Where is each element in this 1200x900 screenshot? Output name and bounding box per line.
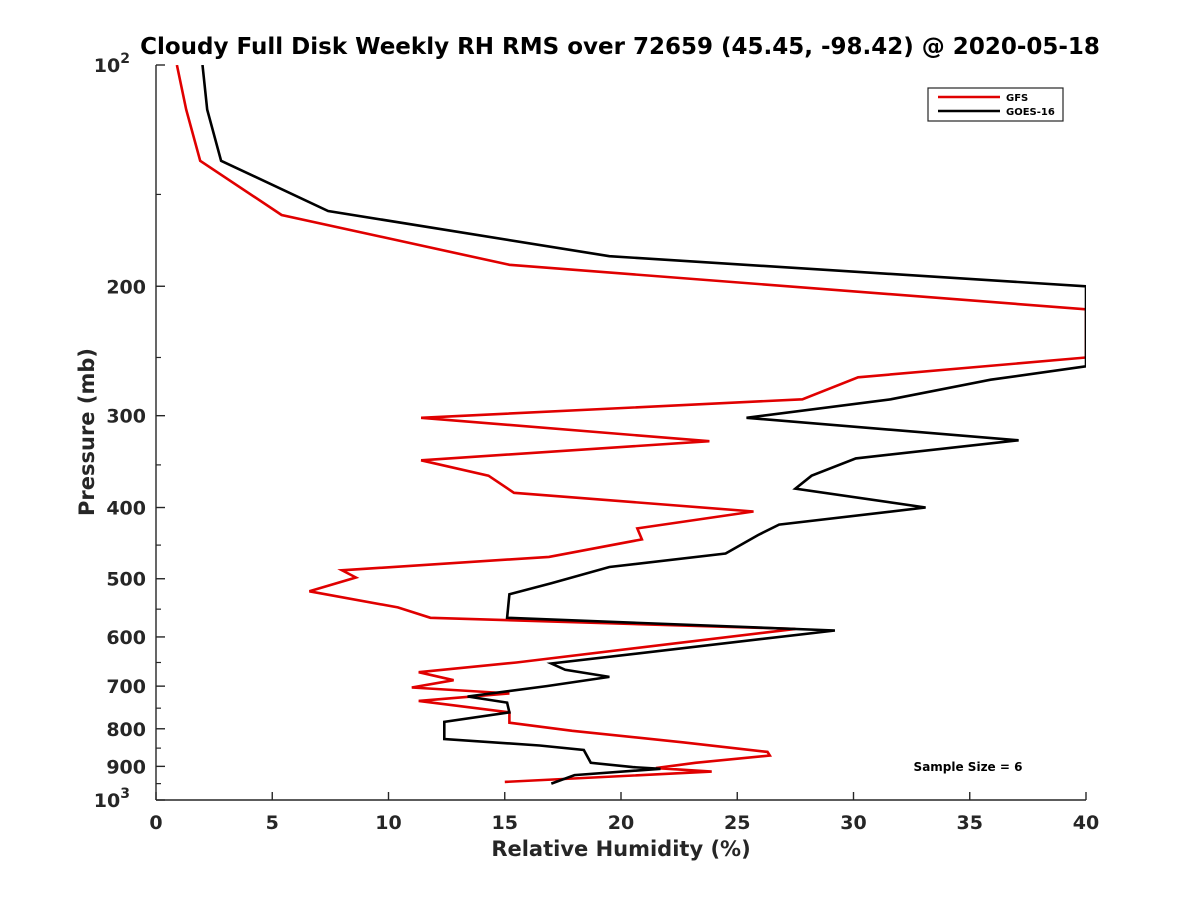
series-layer: [175, 65, 1086, 785]
y-tick-label: 103: [94, 786, 130, 812]
y-tick-label: 300: [106, 406, 146, 428]
legend-label: GFS: [1006, 93, 1028, 104]
legend-label: GOES-16: [1006, 107, 1055, 118]
x-tick-label: 25: [724, 812, 750, 834]
y-tick-label: 400: [106, 498, 146, 520]
y-tick-label: 102: [94, 51, 130, 77]
legend: GFS GOES-16: [927, 87, 1064, 122]
legend-box: [927, 87, 1064, 122]
x-tick-label: 5: [266, 812, 279, 834]
y-tick-label: 700: [106, 676, 146, 698]
y-tick-label: 200: [106, 276, 146, 298]
series-line-gfs: [175, 65, 1086, 784]
x-axis-label: Relative Humidity (%): [491, 837, 750, 861]
x-tick-label: 40: [1073, 812, 1099, 834]
y-tick-label: 600: [106, 627, 146, 649]
x-tick-label: 30: [840, 812, 866, 834]
sample-size-annotation: Sample Size = 6: [914, 760, 1023, 774]
y-axis-label: Pressure (mb): [75, 348, 99, 516]
x-tick-label: 35: [957, 812, 983, 834]
y-tick-label: 500: [106, 569, 146, 591]
series-line-goes-16: [201, 65, 1086, 785]
x-tick-label: 15: [492, 812, 518, 834]
plot-area: [156, 65, 1086, 800]
y-tick-label: 800: [106, 719, 146, 741]
x-tick-label: 10: [375, 812, 401, 834]
axes-layer: 0 5 10 15 20 25 30 35 40 102 200 300 400 500 600 700 800…: [94, 51, 1099, 834]
x-tick-label: 0: [149, 812, 162, 834]
y-tick-label: 900: [106, 756, 146, 778]
x-tick-label: 20: [608, 812, 634, 834]
chart-title: Cloudy Full Disk Weekly RH RMS over 7265…: [140, 34, 1100, 60]
